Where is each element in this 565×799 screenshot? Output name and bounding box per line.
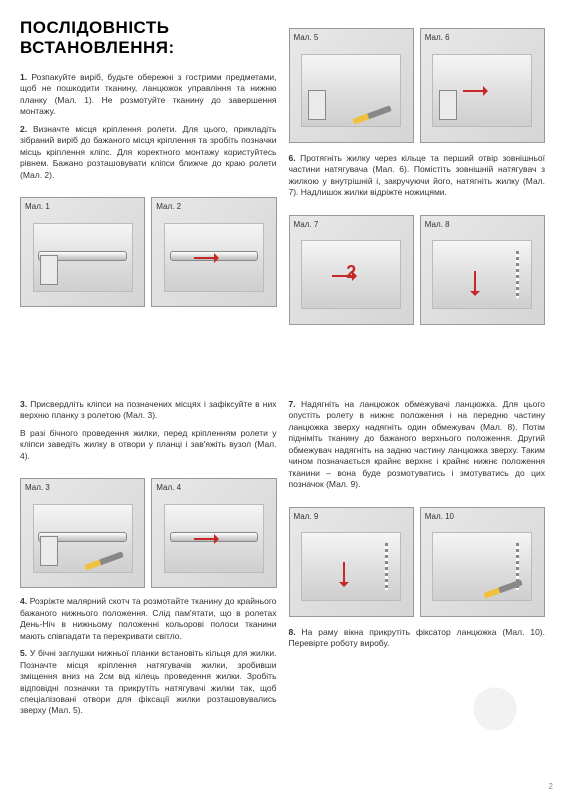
figure-row-1-2: Мал. 1 Мал. 2 bbox=[20, 197, 277, 307]
figure-row-9-10: Мал. 9 Мал. 10 bbox=[289, 507, 546, 617]
step-2: 2. Визначте місця кріплення ролети. Для … bbox=[20, 124, 277, 181]
step-5: 5. У бічні заглушки нижньої планки встан… bbox=[20, 648, 277, 717]
figure-1: Мал. 1 bbox=[20, 197, 145, 307]
step-3b: В разі бічного проведення жилки, перед к… bbox=[20, 428, 277, 462]
figure-row-7-8: Мал. 7 2 Мал. 8 bbox=[289, 215, 546, 325]
step-6: 6. Протягніть жилку через кільце та перш… bbox=[289, 153, 546, 199]
figure-2: Мал. 2 bbox=[151, 197, 276, 307]
figure-row-3-4: Мал. 3 Мал. 4 bbox=[20, 478, 277, 588]
page-number: 2 bbox=[549, 782, 553, 791]
step-1: 1. Розпакуйте виріб, будьте обережні з г… bbox=[20, 72, 277, 118]
figure-4: Мал. 4 bbox=[151, 478, 276, 588]
figure-8: Мал. 8 bbox=[420, 215, 545, 325]
figure-10: Мал. 10 bbox=[420, 507, 545, 617]
step-3: 3. Присвердліть кліпси на позначених міс… bbox=[20, 399, 277, 422]
quadrant-top-left: ПОСЛІДОВНІСТЬ ВСТАНОВЛЕННЯ: 1. Розпакуйт… bbox=[14, 10, 283, 391]
figure-6: Мал. 6 bbox=[420, 28, 545, 143]
quadrant-top-right: Мал. 5 Мал. 6 6. Протягніть жилку через … bbox=[283, 10, 552, 391]
figure-9: Мал. 9 bbox=[289, 507, 414, 617]
step-4: 4. Розріжте малярний скотч та розмотайте… bbox=[20, 596, 277, 642]
figure-5: Мал. 5 bbox=[289, 28, 414, 143]
quadrant-bottom-left: 3. Присвердліть кліпси на позначених міс… bbox=[14, 391, 283, 789]
watermark-logo bbox=[445, 659, 545, 759]
figure-row-5-6: Мал. 5 Мал. 6 bbox=[289, 28, 546, 143]
page-title: ПОСЛІДОВНІСТЬ ВСТАНОВЛЕННЯ: bbox=[20, 18, 277, 58]
figure-7: Мал. 7 2 bbox=[289, 215, 414, 325]
figure-3: Мал. 3 bbox=[20, 478, 145, 588]
step-8: 8. На раму вікна прикрутіть фіксатор лан… bbox=[289, 627, 546, 650]
step-7: 7. Надягніть на ланцюжок обмежувачі ланц… bbox=[289, 399, 546, 491]
